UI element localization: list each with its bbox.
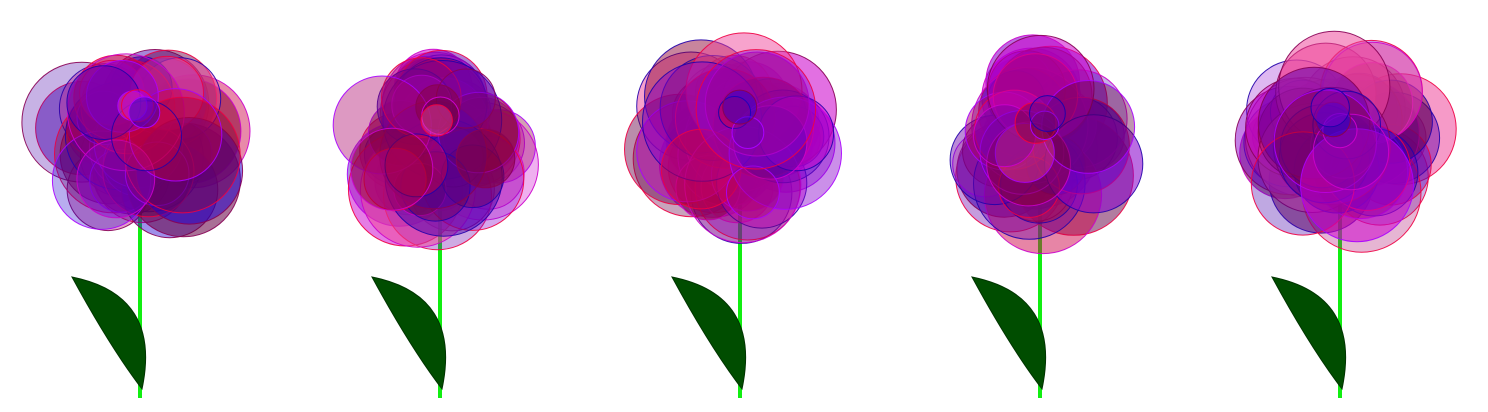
petal-circle (1014, 101, 1057, 144)
petal-circle (415, 84, 461, 130)
petal-circle (135, 117, 244, 225)
petal-circle (455, 128, 516, 189)
petal-circle (420, 104, 453, 137)
flower-5 (1234, 30, 1457, 398)
petal-circle (66, 65, 142, 140)
petal-circle (986, 121, 1071, 207)
petal-circle (1029, 95, 1066, 132)
petal-circle (124, 96, 241, 214)
petal-circle (718, 96, 752, 129)
petal-circle (1041, 80, 1136, 174)
leaf-shape (671, 276, 747, 391)
petal-circle (423, 127, 484, 188)
flower-head (949, 34, 1144, 255)
petal-circle (384, 133, 449, 198)
flower-head (1234, 30, 1457, 253)
flower-2 (332, 48, 539, 398)
petal-circle (76, 139, 156, 219)
petal-circle (1312, 113, 1390, 191)
petal-circle (1322, 113, 1358, 149)
petal-circle (695, 49, 817, 170)
petal-circle (722, 89, 758, 125)
petal-circle (121, 89, 154, 123)
petal-circle (726, 165, 780, 220)
flower-head (624, 32, 842, 244)
flower-head (332, 48, 539, 251)
petal-circle (128, 96, 161, 129)
petal-circle (350, 127, 434, 211)
petal-circle (733, 105, 808, 180)
petal-circle (1310, 87, 1350, 128)
petal-circle (731, 116, 765, 150)
petal-circle (704, 51, 810, 157)
leaf-shape (1271, 276, 1347, 391)
leaf-shape (971, 276, 1047, 391)
petal-circle (391, 74, 453, 136)
leaf-shape (371, 276, 447, 391)
flower-head (21, 49, 251, 239)
petal-circle (1030, 110, 1060, 141)
flower-4 (949, 34, 1144, 398)
flower-1 (21, 49, 251, 398)
petal-circle (440, 144, 505, 209)
leaf-shape (71, 276, 147, 391)
flower-3 (624, 32, 842, 398)
petal-circle (1315, 101, 1351, 138)
petal-circle (381, 57, 462, 138)
